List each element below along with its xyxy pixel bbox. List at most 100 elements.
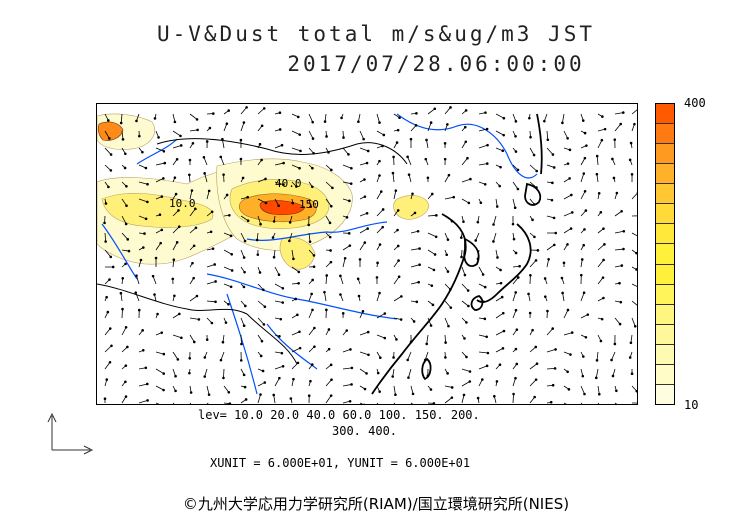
- wind-arrow-head: [412, 320, 416, 323]
- wind-arrow-head: [345, 329, 349, 332]
- wind-arrow-head: [329, 363, 333, 367]
- wind-arrow: [631, 300, 637, 306]
- wind-arrow-head: [145, 382, 149, 386]
- wind-arrow-head: [312, 151, 315, 155]
- wind-arrow: [104, 249, 112, 258]
- wind-arrow: [342, 181, 352, 185]
- wind-arrow-head: [225, 122, 229, 125]
- wind-arrow-head: [443, 157, 447, 161]
- wind-arrow-head: [162, 388, 165, 392]
- wind-arrow-head: [514, 134, 517, 138]
- wind-arrow-head: [207, 189, 211, 193]
- wind-arrow: [155, 242, 162, 251]
- wind-arrow: [189, 113, 198, 120]
- wind-arrow: [172, 242, 178, 251]
- wind-arrow-head: [104, 240, 107, 243]
- wind-arrow: [597, 402, 600, 404]
- river-yellow: [246, 221, 388, 241]
- wind-arrow-head: [406, 358, 409, 362]
- wind-arrow-head: [174, 192, 178, 196]
- wind-arrow: [240, 232, 246, 242]
- wind-arrow: [444, 107, 451, 115]
- wind-arrow-head: [464, 109, 468, 112]
- wind-arrow: [512, 394, 514, 404]
- wind-arrow: [325, 215, 331, 224]
- wind-arrow: [325, 198, 332, 207]
- wind-arrow-head: [295, 185, 298, 188]
- wind-arrow: [529, 164, 537, 172]
- wind-arrow: [478, 365, 488, 370]
- wind-arrow-head: [635, 268, 637, 271]
- wind-arrow-head: [240, 342, 243, 346]
- wind-arrow: [546, 349, 556, 353]
- wind-arrow-head: [620, 209, 623, 213]
- wind-arrow-head: [278, 128, 282, 131]
- wind-arrow-head: [280, 143, 284, 147]
- border-india: [97, 283, 248, 315]
- wind-arrow-head: [485, 335, 488, 339]
- wind-arrow-head: [177, 225, 181, 228]
- wind-arrow-head: [272, 393, 276, 397]
- wind-arrow-head: [381, 225, 384, 229]
- wind-arrow: [172, 113, 176, 122]
- wind-arrow: [257, 317, 265, 325]
- wind-arrow-head: [197, 318, 201, 321]
- wind-arrow-head: [105, 378, 109, 381]
- coast-japan-honshu: [476, 223, 532, 303]
- wind-arrow-head: [119, 121, 123, 125]
- colorbar-segment: [656, 204, 674, 225]
- wind-arrow-head: [528, 311, 532, 315]
- wind-arrow: [204, 173, 208, 183]
- wind-arrow: [121, 309, 123, 319]
- colorbar-max-label: 400: [684, 96, 706, 110]
- wind-arrow-head: [325, 308, 328, 312]
- wind-arrow-head: [600, 317, 604, 321]
- wind-vector-field: [103, 106, 637, 404]
- wind-arrow-head: [107, 185, 110, 189]
- wind-arrow-head: [482, 300, 485, 303]
- wind-arrow-head: [630, 173, 634, 176]
- wind-arrow-head: [468, 380, 472, 383]
- wind-arrow: [155, 147, 165, 152]
- wind-arrow: [121, 215, 127, 225]
- wind-arrow-head: [103, 221, 106, 225]
- wind-arrow-head: [463, 273, 467, 277]
- contour-label-40: 40.0: [275, 177, 302, 190]
- wind-arrow-head: [159, 241, 162, 245]
- wind-arrow: [155, 385, 164, 391]
- wind-arrow: [631, 283, 637, 287]
- wind-arrow: [512, 113, 517, 122]
- wind-arrow-head: [188, 173, 191, 177]
- wind-arrow: [427, 122, 432, 132]
- wind-arrow-head: [633, 325, 637, 328]
- wind-arrow-head: [298, 166, 301, 170]
- wind-arrow-head: [311, 137, 315, 140]
- wind-arrow-head: [365, 212, 369, 215]
- wind-arrow-head: [527, 292, 530, 296]
- wind-arrow: [393, 190, 397, 200]
- wind-arrow-head: [568, 148, 572, 152]
- wind-arrow-head: [357, 120, 360, 124]
- wind-arrow: [172, 130, 181, 137]
- dust-region-east-patch: [393, 195, 430, 220]
- wind-arrow-head: [230, 252, 234, 256]
- coast-kyushu: [470, 295, 484, 311]
- wind-arrow: [104, 328, 111, 336]
- wind-arrow-head: [312, 265, 316, 268]
- colorbar-segment: [656, 284, 674, 305]
- wind-arrow-head: [260, 339, 264, 343]
- wind-arrow-head: [141, 329, 144, 332]
- wind-arrow-head: [109, 153, 113, 156]
- wind-arrow-head: [429, 388, 433, 391]
- wind-arrow: [407, 156, 412, 166]
- wind-arrow-head: [397, 259, 400, 262]
- wind-arrow-head: [174, 374, 177, 378]
- wind-arrow-head: [307, 223, 311, 227]
- wind-arrow-head: [363, 178, 366, 181]
- wind-arrow-head: [350, 383, 353, 386]
- wind-arrow-head: [195, 294, 199, 298]
- wind-arrow-head: [533, 203, 536, 206]
- wind-arrow-head: [203, 375, 207, 378]
- wind-arrow-head: [495, 205, 499, 208]
- wind-arrow: [206, 281, 216, 285]
